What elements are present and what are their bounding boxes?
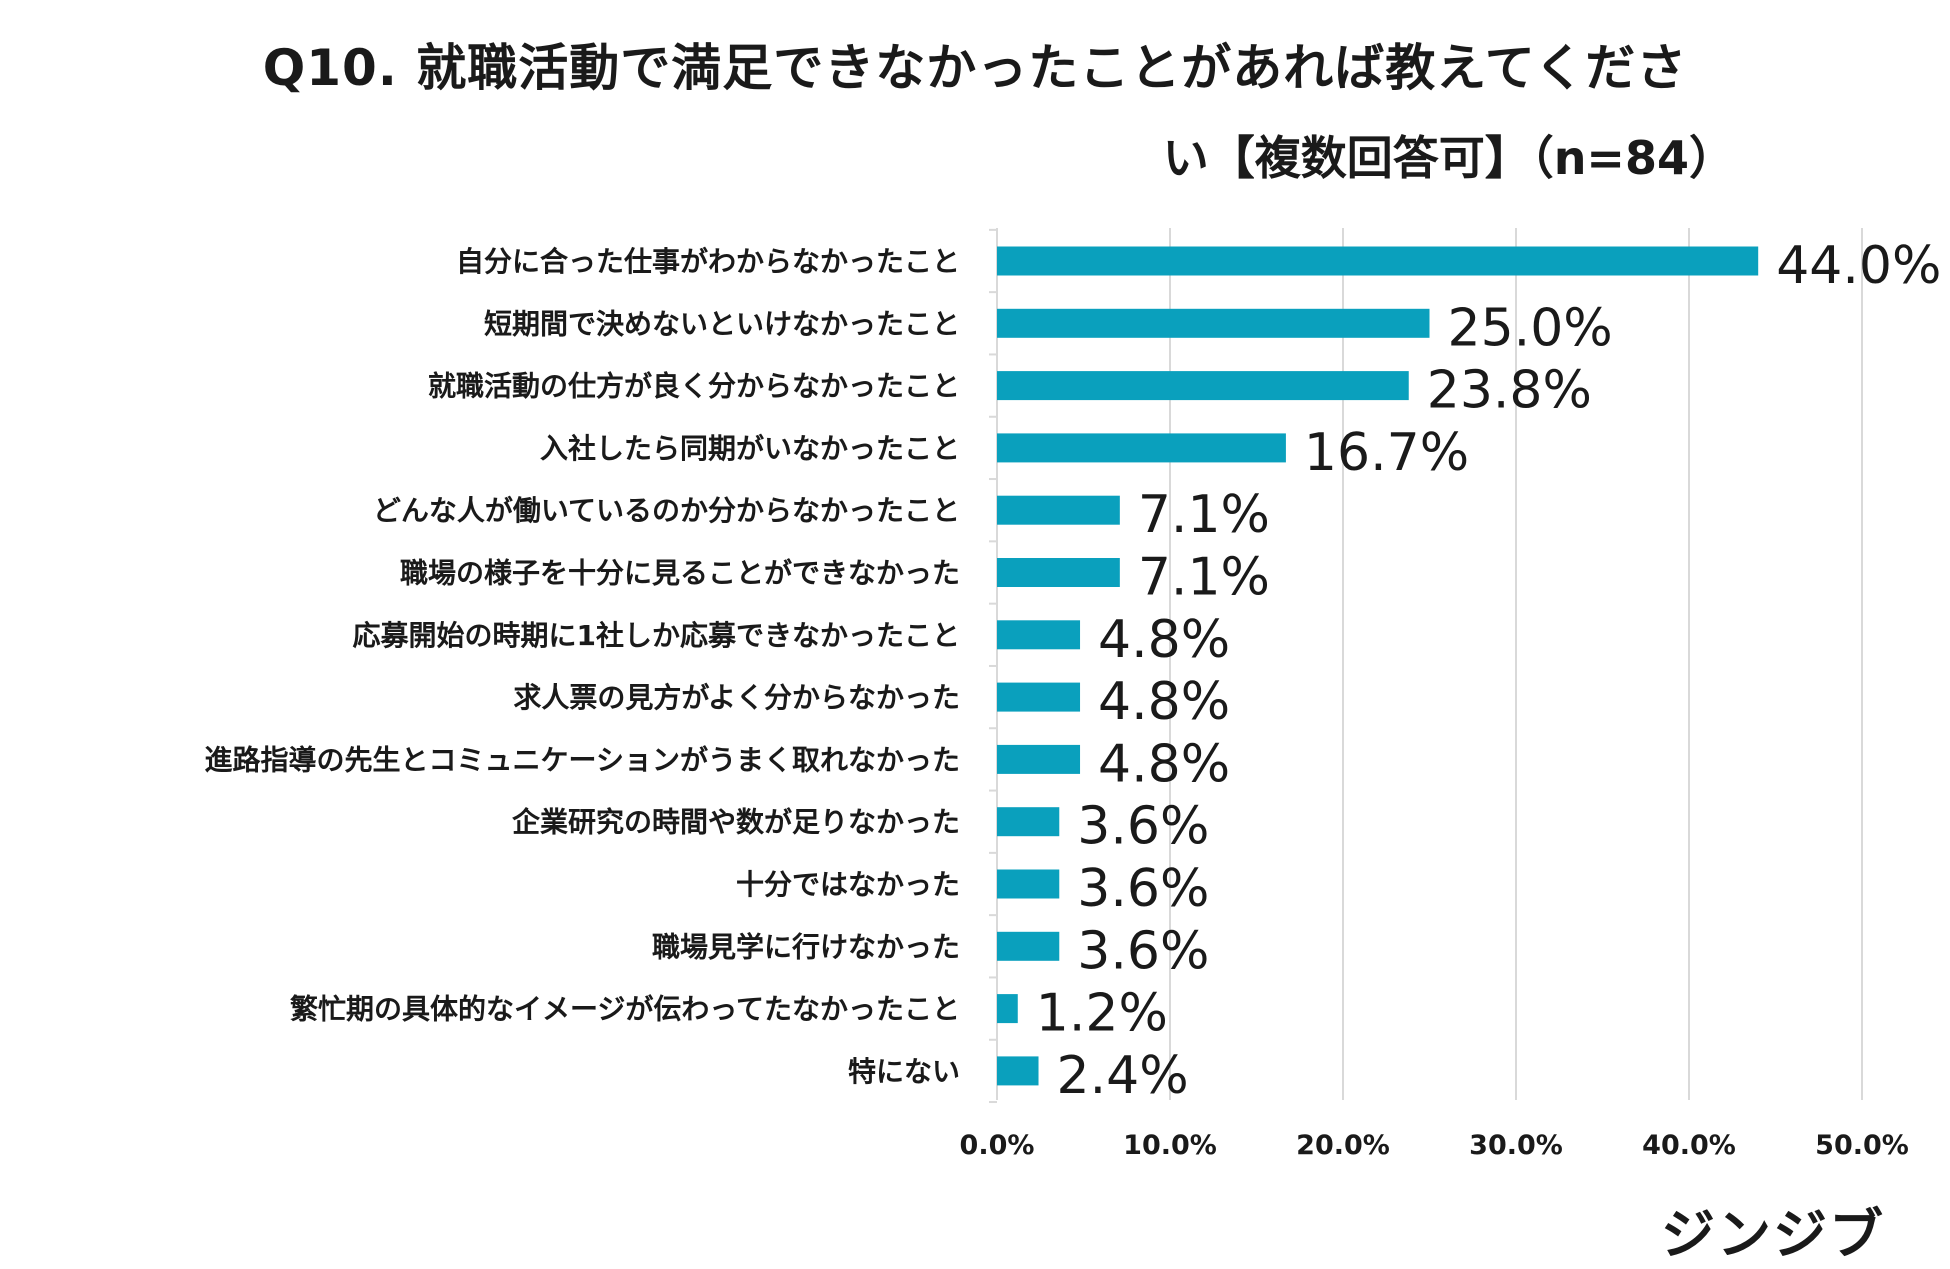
value-label: 1.2% [1036, 984, 1168, 1044]
value-label: 3.6% [1077, 859, 1209, 919]
category-label: 職場見学に行けなかった [652, 930, 960, 963]
category-label: 自分に合った仕事がわからなかったこと [456, 245, 960, 278]
x-tick-label: 0.0% [960, 1130, 1035, 1161]
x-tick-label: 40.0% [1642, 1130, 1736, 1161]
value-label: 4.8% [1098, 734, 1230, 794]
x-tick-label: 30.0% [1469, 1130, 1563, 1161]
chart-title: Q10. 就職活動で満足できなかったことがあれば教えてくださ [262, 39, 1688, 97]
x-axis-ticks: 0.0% 10.0% 20.0% 30.0% 40.0% 50.0% [960, 1130, 1909, 1161]
value-label: 44.0% [1776, 236, 1941, 296]
value-label: 7.1% [1138, 485, 1270, 545]
category-label: 短期間で決めないといけなかったこと [484, 307, 960, 340]
bar [997, 807, 1060, 837]
category-label: 入社したら同期がいなかったこと [540, 432, 960, 465]
category-label: 十分ではなかった [736, 868, 960, 901]
value-label: 4.8% [1098, 610, 1230, 670]
category-label: 企業研究の時間や数が足りなかった [512, 806, 960, 839]
category-labels: 自分に合った仕事がわからなかったこと短期間で決めないといけなかったこと就職活動の… [205, 245, 960, 1088]
value-label: 25.0% [1448, 298, 1613, 358]
bar [997, 433, 1286, 463]
bar [997, 931, 1060, 961]
bar [997, 994, 1018, 1024]
value-label: 3.6% [1077, 797, 1209, 857]
bar [997, 308, 1430, 338]
bar [997, 495, 1120, 525]
chart-subtitle: い【複数回答可】（n=84） [1162, 131, 1735, 185]
value-label: 16.7% [1304, 423, 1469, 483]
bar [997, 371, 1409, 401]
category-label: 特にない [848, 1055, 960, 1088]
category-label: 職場の様子を十分に見ることができなかった [400, 557, 960, 590]
value-label: 2.4% [1057, 1046, 1189, 1106]
brand-logo: ジンジブ [1661, 1203, 1885, 1266]
value-labels: 44.0%25.0%23.8%16.7%7.1%7.1%4.8%4.8%4.8%… [1036, 236, 1942, 1106]
category-label: どんな人が働いているのか分からなかったこと [373, 494, 960, 527]
value-label: 7.1% [1138, 548, 1270, 608]
x-tick-label: 20.0% [1296, 1130, 1390, 1161]
bars [997, 246, 1759, 1086]
bar [997, 1056, 1039, 1086]
category-label: 進路指導の先生とコミュニケーションがうまく取れなかった [205, 743, 960, 776]
category-label: 繁忙期の具体的なイメージが伝わってたなかったこと [290, 993, 960, 1026]
value-label: 23.8% [1427, 361, 1592, 421]
bar [997, 558, 1120, 587]
value-label: 4.8% [1098, 672, 1230, 732]
bar [997, 744, 1081, 774]
bar [997, 246, 1759, 276]
category-label: 就職活動の仕方が良く分からなかったこと [428, 370, 960, 403]
category-label: 応募開始の時期に1社しか応募できなかったこと [353, 619, 961, 652]
x-tick-label: 50.0% [1815, 1130, 1909, 1161]
x-tick-label: 10.0% [1123, 1130, 1217, 1161]
bar [997, 682, 1081, 712]
bar [997, 869, 1060, 899]
category-label: 求人票の見方がよく分からなかった [513, 681, 960, 714]
bar [997, 620, 1081, 650]
value-label: 3.6% [1077, 921, 1209, 981]
